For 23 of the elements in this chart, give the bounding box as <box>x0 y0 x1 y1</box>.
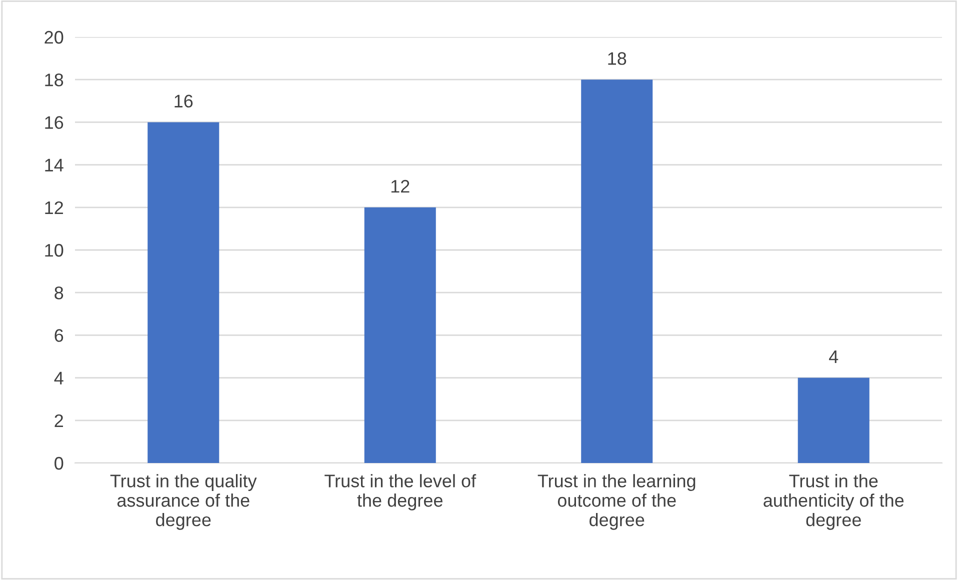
bar <box>364 207 436 463</box>
y-tick-label: 16 <box>45 116 64 129</box>
x-tick-label: Trust in the authenticity of the degree <box>764 474 904 530</box>
data-label: 4 <box>829 350 838 363</box>
x-tick-label: Trust in the quality assurance of the degree <box>110 474 257 530</box>
y-tick-label: 2 <box>54 414 63 427</box>
y-tick-label: 6 <box>54 329 64 342</box>
bar <box>581 80 653 463</box>
y-tick-label: 20 <box>44 30 64 44</box>
y-tick-label: 0 <box>54 456 64 470</box>
bar <box>148 122 220 463</box>
data-label: 18 <box>608 52 626 65</box>
y-tick-label: 4 <box>54 372 64 384</box>
x-tick-label: Trust in the learning outcome of the degree <box>538 474 696 530</box>
y-tick-label: 14 <box>45 158 64 172</box>
x-tick-label: Trust in the level of the degree <box>324 474 476 510</box>
y-tick-label: 10 <box>45 244 64 257</box>
y-tick-label: 18 <box>45 74 64 86</box>
y-tick-label: 8 <box>54 286 64 300</box>
y-tick-label: 12 <box>45 201 63 214</box>
bar <box>798 378 870 463</box>
data-label: 16 <box>174 94 193 108</box>
data-label: 12 <box>391 180 410 193</box>
